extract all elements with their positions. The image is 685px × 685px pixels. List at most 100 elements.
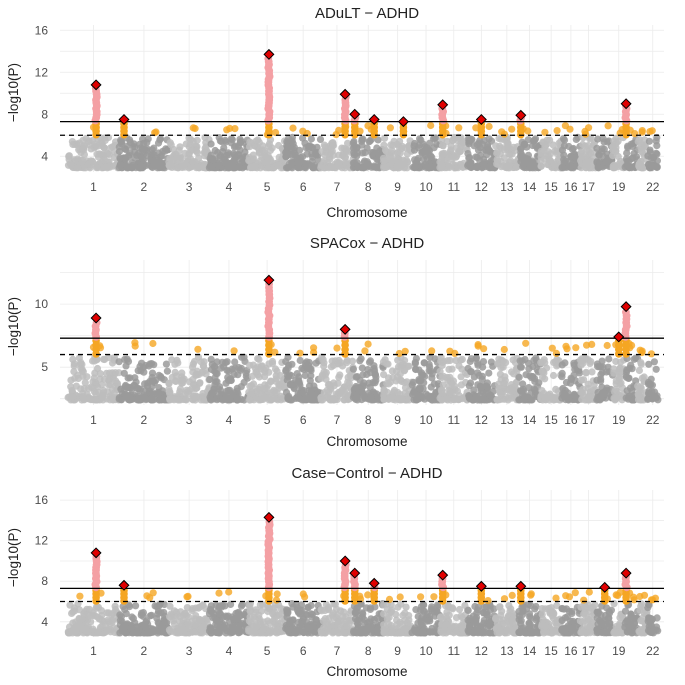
snp-point xyxy=(200,149,208,157)
snp-point xyxy=(504,162,512,170)
snp-point xyxy=(416,606,424,615)
snp-point xyxy=(318,629,326,637)
snp-point xyxy=(177,154,185,162)
suggestive-point xyxy=(585,124,593,132)
snp-point xyxy=(294,389,302,397)
snp-point xyxy=(303,611,311,619)
snp-point xyxy=(341,154,349,162)
snp-point xyxy=(162,360,170,368)
snp-point xyxy=(147,396,155,404)
snp-point xyxy=(264,607,272,616)
suggestive-point xyxy=(152,128,160,136)
snp-point xyxy=(231,151,239,159)
suggestive-point xyxy=(332,131,340,139)
snp-point xyxy=(96,139,104,147)
snp-point xyxy=(623,149,631,157)
snp-point xyxy=(335,160,343,168)
snp-point xyxy=(93,613,102,621)
snp-point xyxy=(446,356,454,365)
snp-point xyxy=(93,164,101,172)
snp-point xyxy=(531,136,539,144)
snp-point xyxy=(384,360,392,368)
snp-point xyxy=(498,356,506,364)
snp-point xyxy=(479,358,488,366)
suggestive-point xyxy=(484,597,492,605)
snp-point xyxy=(246,613,254,621)
snp-point xyxy=(171,368,179,376)
snp-point xyxy=(163,367,171,375)
snp-point xyxy=(293,370,301,378)
suggestive-point xyxy=(76,592,84,600)
x-tick-label: 16 xyxy=(564,180,578,194)
snp-point xyxy=(133,629,141,637)
snp-point xyxy=(428,374,436,382)
snp-point xyxy=(550,609,558,617)
snp-point xyxy=(217,364,225,372)
snp-point xyxy=(67,383,75,391)
lead-snp-diamond xyxy=(339,323,351,335)
snp-point xyxy=(370,362,378,370)
snp-point xyxy=(296,158,304,166)
snp-point xyxy=(455,605,464,614)
snp-point xyxy=(305,362,313,370)
snp-point xyxy=(402,603,410,611)
x-tick-label: 12 xyxy=(475,180,489,194)
snp-point xyxy=(115,358,123,366)
x-tick-label: 10 xyxy=(419,180,433,194)
snp-point xyxy=(563,624,571,632)
snp-point xyxy=(568,145,577,153)
snp-point xyxy=(153,603,161,611)
lead-snp-diamond xyxy=(90,312,102,324)
snp-point xyxy=(541,375,549,383)
snp-point xyxy=(67,376,75,384)
y-tick-label: 5 xyxy=(41,360,48,374)
snp-point xyxy=(365,162,373,170)
snp-point xyxy=(483,384,492,392)
snp-point xyxy=(205,627,214,635)
snp-point xyxy=(358,364,366,372)
snp-point xyxy=(148,369,157,377)
snp-point xyxy=(77,358,85,366)
snp-point xyxy=(264,394,272,402)
snp-point xyxy=(316,135,325,143)
suggestive-point xyxy=(364,122,372,130)
suggestive-point xyxy=(131,342,139,350)
snp-point xyxy=(246,396,254,404)
snp-point xyxy=(424,145,433,153)
snp-point xyxy=(271,614,279,622)
snp-point xyxy=(178,379,186,387)
snp-point xyxy=(380,157,388,165)
snp-point xyxy=(446,377,454,385)
snp-point xyxy=(465,153,473,161)
snp-point xyxy=(185,387,193,395)
snp-point xyxy=(185,143,193,151)
suggestive-point xyxy=(215,589,223,597)
snp-point xyxy=(356,357,364,365)
snp-point xyxy=(254,371,262,379)
x-tick-label: 1 xyxy=(90,413,97,427)
snp-point xyxy=(314,156,322,164)
snp-point xyxy=(553,602,561,610)
snp-point xyxy=(108,616,116,625)
snp-point xyxy=(380,141,388,149)
snp-point xyxy=(367,393,375,401)
snp-point xyxy=(455,395,463,404)
snp-point xyxy=(562,396,570,404)
snp-point xyxy=(98,381,106,389)
snp-point xyxy=(167,161,175,169)
snp-point xyxy=(613,394,621,402)
snp-point xyxy=(169,395,177,403)
snp-point xyxy=(149,628,157,636)
snp-point xyxy=(227,376,235,385)
snp-point xyxy=(121,383,130,391)
x-tick-label: 8 xyxy=(365,180,372,194)
suggestive-point xyxy=(230,347,238,355)
snp-point xyxy=(485,369,493,377)
snp-point xyxy=(457,161,465,169)
snp-point xyxy=(122,155,130,163)
snp-point xyxy=(131,148,139,156)
snp-point xyxy=(318,353,326,361)
suggestive-point xyxy=(604,122,612,130)
snp-point xyxy=(466,622,474,630)
x-tick-label: 19 xyxy=(612,413,626,427)
